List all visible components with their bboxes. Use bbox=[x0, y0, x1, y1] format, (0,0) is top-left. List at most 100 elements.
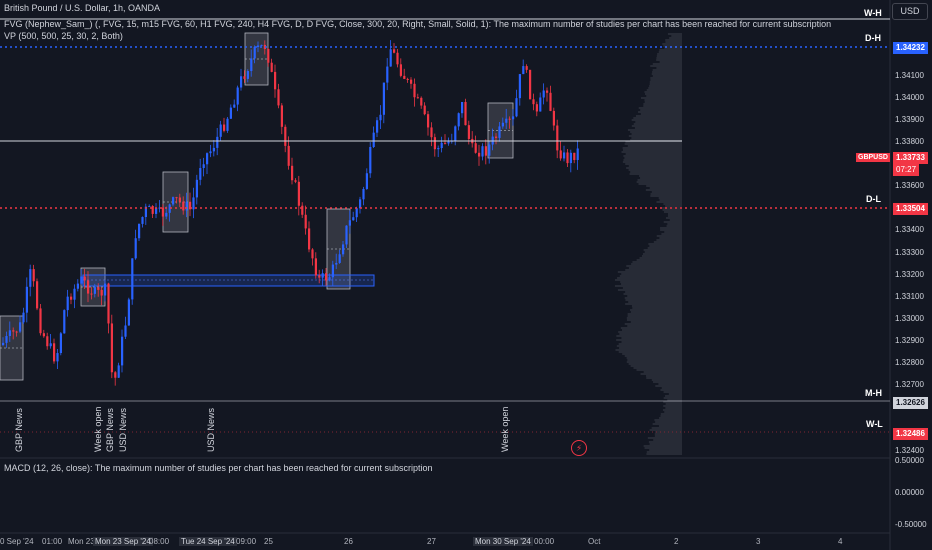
candle-body bbox=[379, 114, 382, 121]
news-marker[interactable]: USD News bbox=[206, 407, 216, 452]
candle-body bbox=[246, 71, 249, 79]
candle-body bbox=[433, 137, 436, 150]
candle-body bbox=[202, 164, 205, 169]
candle-body bbox=[29, 269, 32, 287]
time-label: 3 bbox=[756, 537, 761, 546]
price-tick: 1.33000 bbox=[895, 314, 924, 323]
news-marker[interactable]: GBP News bbox=[14, 408, 24, 452]
vp-indicator-title[interactable]: VP (500, 500, 25, 30, 2, Both) bbox=[4, 31, 123, 41]
candle-body bbox=[134, 238, 137, 259]
candle-body bbox=[138, 223, 141, 239]
candle-body bbox=[192, 197, 195, 210]
candle-body bbox=[104, 283, 107, 296]
chart-title: British Pound / U.S. Dollar, 1h, OANDA bbox=[4, 3, 161, 13]
candle-body bbox=[365, 173, 368, 189]
candle-body bbox=[240, 76, 243, 88]
price-tick: 1.33200 bbox=[895, 270, 924, 279]
candle-body bbox=[178, 197, 181, 202]
candle-body bbox=[93, 287, 96, 294]
candle-body bbox=[46, 336, 49, 347]
candle-body bbox=[49, 343, 52, 347]
candle-body bbox=[155, 207, 158, 214]
candle-body bbox=[546, 90, 549, 93]
candle-body bbox=[478, 152, 481, 157]
macd-indicator-title[interactable]: MACD (12, 26, close): The maximum number… bbox=[4, 463, 433, 473]
candle-body bbox=[301, 205, 304, 215]
candle-body bbox=[114, 372, 117, 378]
candle-body bbox=[8, 330, 11, 337]
news-marker[interactable]: USD News bbox=[118, 407, 128, 452]
candle-body bbox=[243, 76, 246, 79]
wl-label: W-L bbox=[866, 419, 883, 429]
candle-body bbox=[410, 79, 413, 84]
candles bbox=[2, 40, 579, 386]
time-label: 09:00 bbox=[236, 537, 257, 546]
news-marker[interactable]: GBP News bbox=[105, 408, 115, 452]
candle-body bbox=[423, 105, 426, 115]
candle-body bbox=[189, 201, 192, 210]
candle-body bbox=[73, 288, 76, 300]
news-marker[interactable]: Week open bbox=[500, 406, 510, 452]
candle-body bbox=[117, 365, 120, 378]
candle-body bbox=[59, 333, 62, 354]
time-label: Oct bbox=[588, 537, 601, 546]
candle-body bbox=[399, 64, 402, 76]
candle-body bbox=[19, 322, 22, 332]
currency-badge[interactable]: USD bbox=[892, 3, 928, 20]
candle-body bbox=[263, 44, 266, 49]
candle-body bbox=[182, 201, 185, 211]
candle-body bbox=[328, 277, 331, 281]
macd-tick: -0.50000 bbox=[895, 520, 927, 529]
candle-body bbox=[100, 289, 103, 296]
candle-body bbox=[532, 99, 535, 105]
candle-body bbox=[144, 206, 147, 218]
candle-body bbox=[348, 220, 351, 226]
candle-body bbox=[461, 101, 464, 114]
candle-body bbox=[335, 262, 338, 265]
candle-body bbox=[80, 276, 83, 284]
candle-body bbox=[236, 87, 239, 105]
fvg-indicator-title[interactable]: FVG (Nephew_Sam_) (, FVG, 15, m15 FVG, 6… bbox=[4, 19, 832, 29]
candle-body bbox=[87, 280, 90, 294]
candle-body bbox=[270, 62, 273, 72]
candle-body bbox=[573, 152, 576, 160]
candle-body bbox=[518, 74, 521, 99]
candle-body bbox=[15, 331, 18, 333]
wl-price-label: 1.32486 bbox=[893, 428, 928, 440]
time-label: 4 bbox=[838, 537, 843, 546]
candle-body bbox=[199, 168, 202, 180]
candle-body bbox=[22, 312, 25, 323]
candle-body bbox=[223, 124, 226, 131]
candle-body bbox=[512, 116, 515, 120]
candle-body bbox=[488, 144, 491, 156]
candle-body bbox=[107, 283, 110, 324]
candle-body bbox=[522, 66, 525, 75]
candle-body bbox=[427, 114, 430, 128]
candle-body bbox=[36, 281, 39, 309]
time-label: 0 Sep '24 bbox=[0, 537, 34, 546]
candle-body bbox=[161, 207, 164, 217]
time-label: 08:00 bbox=[149, 537, 170, 546]
candle-body bbox=[42, 333, 45, 337]
current-price-label: 1.33733 bbox=[893, 152, 928, 164]
candle-body bbox=[362, 188, 365, 200]
candle-body bbox=[355, 208, 358, 218]
candle-body bbox=[165, 212, 168, 217]
news-marker[interactable]: Week open bbox=[93, 406, 103, 452]
time-label: 26 bbox=[344, 537, 353, 546]
lightning-icon[interactable]: ⚡ bbox=[571, 440, 587, 456]
candle-body bbox=[267, 48, 270, 63]
candle-body bbox=[416, 97, 419, 99]
time-label: 2 bbox=[674, 537, 679, 546]
candle-body bbox=[338, 254, 341, 263]
candle-body bbox=[131, 258, 134, 300]
mh-label: M-H bbox=[865, 388, 882, 398]
candle-body bbox=[369, 147, 372, 174]
candle-body bbox=[158, 207, 161, 209]
candle-body bbox=[39, 308, 42, 334]
candle-body bbox=[314, 258, 317, 276]
candle-body bbox=[389, 49, 392, 67]
price-tick: 1.33300 bbox=[895, 248, 924, 257]
candle-body bbox=[284, 126, 287, 146]
